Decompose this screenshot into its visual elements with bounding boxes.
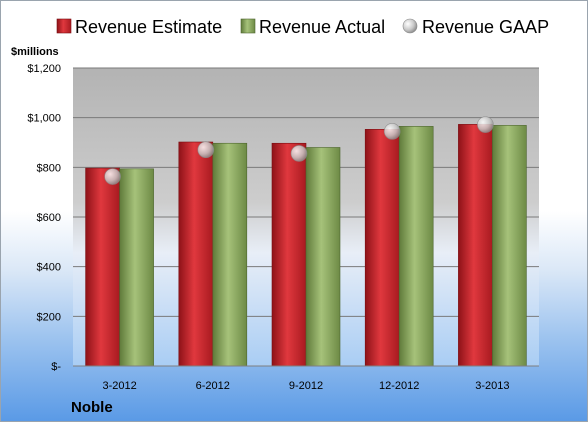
legend-label-gaap: Revenue GAAP (422, 17, 549, 37)
y-tick-label: $1,200 (27, 63, 61, 75)
marker-revenue-gaap (290, 145, 308, 162)
bar-revenue-actual (119, 168, 154, 367)
y-tick-label: $400 (37, 262, 61, 274)
legend-marker-gaap (402, 18, 418, 34)
bar-revenue-actual (398, 126, 434, 367)
legend-swatch-actual (240, 18, 256, 34)
y-tick-label: $600 (37, 212, 61, 224)
legend-label-actual: Revenue Actual (259, 17, 385, 37)
marker-revenue-gaap (197, 141, 215, 159)
legend-swatch-estimate (56, 18, 72, 34)
y-tick-label: $1,000 (27, 113, 61, 125)
legend-label-estimate: Revenue Estimate (75, 17, 222, 37)
bar-revenue-actual (492, 125, 527, 367)
x-tick-label: 6-2012 (196, 380, 230, 392)
marker-revenue-gaap (104, 168, 121, 185)
marker-revenue-gaap (477, 116, 494, 133)
y-axis-unit-label: $millions (11, 46, 59, 58)
bar-revenue-estimate (364, 129, 400, 367)
x-tick-label: 3-2013 (475, 380, 509, 392)
marker-revenue-gaap (383, 123, 401, 140)
y-tick-label: $- (51, 361, 61, 373)
legend: Revenue Estimate Revenue Actual Revenue … (56, 17, 549, 37)
bar-revenue-estimate (271, 142, 307, 367)
x-axis-ticks: 3-2012 6-2012 9-2012 12-2012 3-2013 (102, 380, 509, 392)
bar-revenue-estimate (85, 167, 120, 367)
bar-revenue-estimate (178, 141, 214, 367)
x-tick-label: 3-2012 (102, 380, 136, 392)
bar-revenue-estimate (458, 124, 493, 367)
y-tick-label: $800 (37, 162, 61, 174)
bar-revenue-actual (305, 147, 341, 367)
gaap-markers (104, 116, 494, 185)
company-name: Noble (71, 399, 113, 416)
bars (85, 124, 527, 367)
y-tick-label: $200 (37, 311, 61, 323)
x-tick-label: 9-2012 (289, 380, 323, 392)
x-tick-label: 12-2012 (379, 380, 419, 392)
bar-revenue-actual (212, 142, 248, 367)
y-axis-ticks: $- $200 $400 $600 $800 $1,000 $1,200 (27, 63, 61, 373)
